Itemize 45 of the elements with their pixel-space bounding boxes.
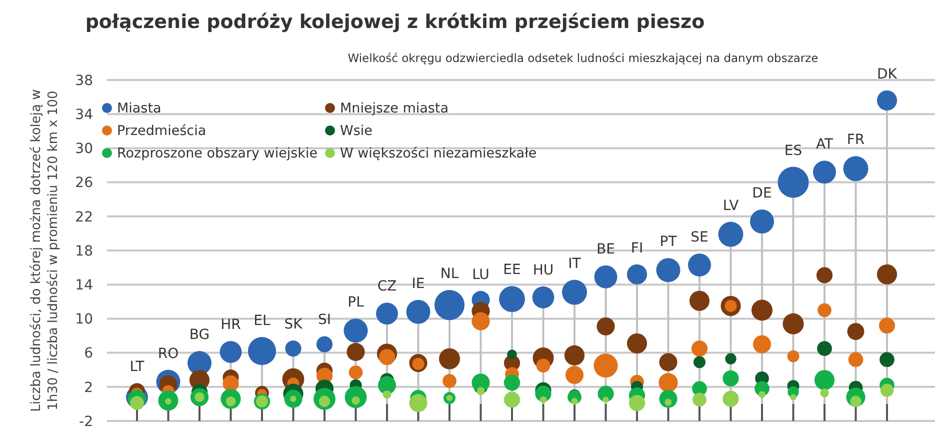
x-tick-label: FI xyxy=(630,240,644,256)
x-tick-label: HR xyxy=(220,316,242,333)
x-tick-label: LV xyxy=(722,198,740,214)
legend-label: Wsie xyxy=(340,123,372,140)
x-tick-label: BG xyxy=(189,327,210,344)
y-tick-label: 10 xyxy=(75,312,93,328)
y-tick-label: 38 xyxy=(75,72,93,89)
x-tick-label: AT xyxy=(816,136,834,153)
x-tick-label: PL xyxy=(348,294,364,311)
y-tick-label: 26 xyxy=(75,175,94,192)
x-tick-label: EE xyxy=(503,262,521,278)
x-tick-label: IT xyxy=(568,256,582,272)
x-tick-label: RO xyxy=(158,346,179,362)
y-tick-label: 18 xyxy=(75,243,93,260)
y-tick-label: 6 xyxy=(84,346,94,362)
x-tick-label: SK xyxy=(284,316,304,332)
legend-label: W większości niezamieszkałe xyxy=(340,146,537,162)
x-tick-label: IE xyxy=(412,276,425,292)
chart-subtitle: Wielkość okręgu odzwierciedla odsetek ludności mieszkającej na danym obszarze xyxy=(348,51,818,65)
x-tick-label: DK xyxy=(877,66,898,82)
legend-label: Rozproszone obszary wiejskie xyxy=(117,146,318,162)
y-tick-label: 34 xyxy=(75,107,94,123)
y-tick-label: 22 xyxy=(75,209,93,226)
x-tick-label: SE xyxy=(690,229,708,246)
x-tick-label: NL xyxy=(440,266,459,282)
x-tick-label: CZ xyxy=(377,278,397,295)
y-tick-label: 2 xyxy=(84,380,93,396)
x-tick-label: EL xyxy=(254,313,271,330)
x-tick-label: DE xyxy=(752,186,772,202)
x-tick-label: FR xyxy=(846,132,865,148)
x-tick-label: BE xyxy=(596,241,615,258)
y-tick-label: -2 xyxy=(79,414,93,430)
legend-label: Miasta xyxy=(117,100,162,117)
x-tick-label: LT xyxy=(130,359,145,376)
legend-label: Mniejsze miasta xyxy=(340,100,449,117)
y-tick-label: 30 xyxy=(75,141,93,158)
y-axis-title: Liczba ludności, do której można dotrzeć koleją w 1h30 / liczba ludności w promieniu 120 km x 100 xyxy=(29,88,61,412)
x-tick-label: SI xyxy=(318,312,332,328)
legend-label: Przedmieścia xyxy=(117,123,206,140)
chart-title: połączenie podróży kolejowej z krótkim przejściem pieszo xyxy=(85,11,705,33)
x-tick-label: HU xyxy=(532,262,554,278)
y-tick-label: 14 xyxy=(75,278,94,294)
x-tick-label: ES xyxy=(784,142,802,159)
x-tick-label: PT xyxy=(660,234,678,250)
x-tick-label: LU xyxy=(472,266,490,283)
